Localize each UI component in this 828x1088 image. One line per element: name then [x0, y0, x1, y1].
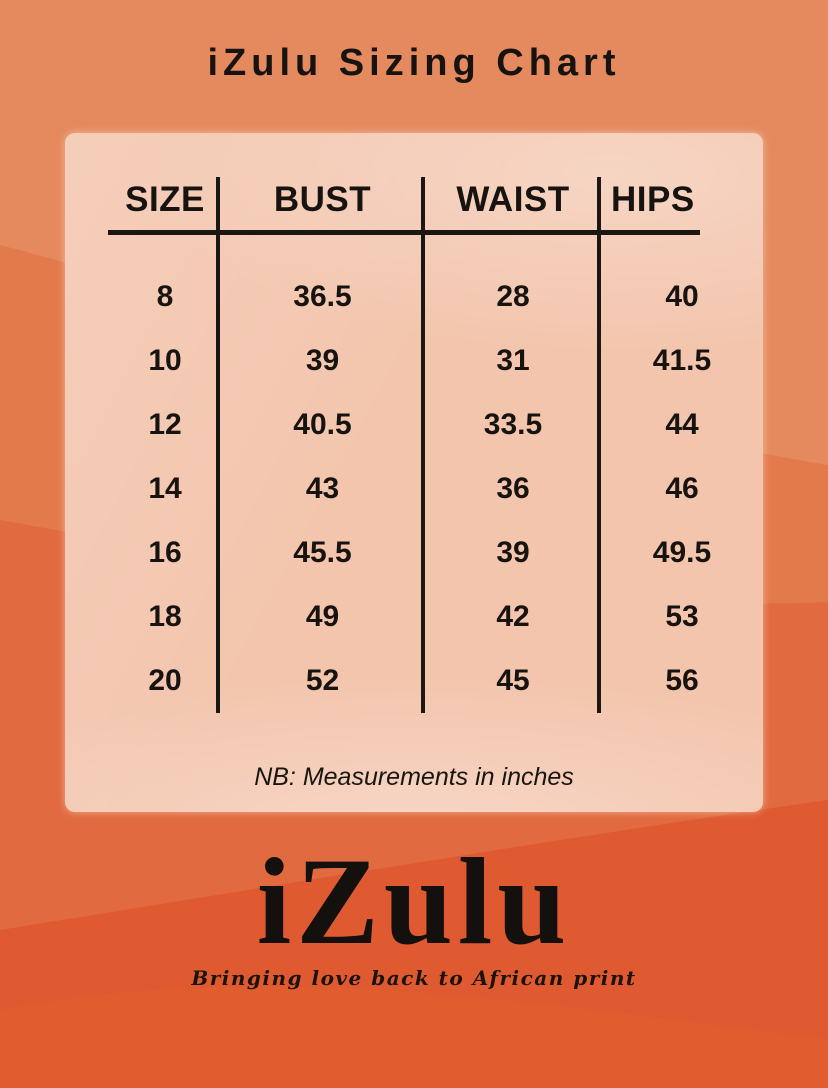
table-row: 14 43 36 46 [65, 457, 763, 521]
table-cell: 43 [305, 472, 340, 505]
table-cell: 41.5 [652, 344, 712, 377]
table-cell: 10 [148, 344, 182, 377]
table-cell: 42 [496, 600, 530, 633]
table-cell: 40.5 [293, 408, 352, 441]
table-divider-size-bust [216, 177, 220, 713]
table-header-row: SIZE BUST WAIST HIPS [65, 171, 763, 229]
column-header-bust: BUST [273, 180, 372, 219]
column-header-waist: WAIST [456, 180, 570, 219]
table-cell: 36 [496, 472, 530, 505]
table-cell: 56 [665, 664, 699, 697]
column-header-size: SIZE [125, 180, 205, 219]
table-cell: 8 [156, 280, 174, 313]
table-cell: 46 [665, 472, 699, 505]
table-cell: 16 [148, 536, 182, 569]
size-table-panel: SIZE BUST WAIST HIPS 8 36.5 28 40 10 39 … [65, 133, 763, 812]
brand-tagline: Bringing love back to African print [191, 966, 637, 990]
table-row: 18 49 42 53 [65, 585, 763, 649]
table-cell: 44 [665, 408, 699, 441]
table-row: 8 36.5 28 40 [65, 265, 763, 329]
brand-block: iZulu Bringing love back to African prin… [0, 833, 828, 991]
table-row: 20 52 45 56 [65, 649, 763, 713]
table-cell: 53 [665, 600, 699, 633]
table-cell: 45.5 [293, 536, 352, 569]
column-header-hips: HIPS [611, 180, 695, 219]
table-cell: 18 [148, 600, 182, 633]
table-body: 8 36.5 28 40 10 39 31 41.5 12 40.5 33.5 … [65, 265, 763, 713]
brand-logo: iZulu [256, 833, 572, 970]
table-cell: 49 [305, 600, 340, 633]
table-row: 10 39 31 41.5 [65, 329, 763, 393]
table-cell: 49.5 [652, 536, 712, 569]
table-cell: 52 [305, 664, 340, 697]
table-row: 12 40.5 33.5 44 [65, 393, 763, 457]
table-cell: 36.5 [293, 280, 352, 313]
table-cell: 14 [148, 472, 182, 505]
table-cell: 45 [496, 664, 530, 697]
table-cell: 20 [148, 664, 182, 697]
table-row: 16 45.5 39 49.5 [65, 521, 763, 585]
table-cell: 33.5 [483, 408, 543, 441]
table-cell: 12 [148, 408, 182, 441]
page-title: iZulu Sizing Chart [207, 42, 621, 84]
table-cell: 28 [496, 280, 530, 313]
table-cell: 39 [305, 344, 340, 377]
table-divider-bust-waist [421, 177, 425, 713]
table-cell: 31 [496, 344, 530, 377]
table-header-rule [108, 230, 700, 235]
table-cell: 39 [496, 536, 530, 569]
measurements-note: NB: Measurements in inches [254, 763, 574, 791]
table-cell: 40 [665, 280, 699, 313]
table-divider-waist-hips [597, 177, 601, 713]
